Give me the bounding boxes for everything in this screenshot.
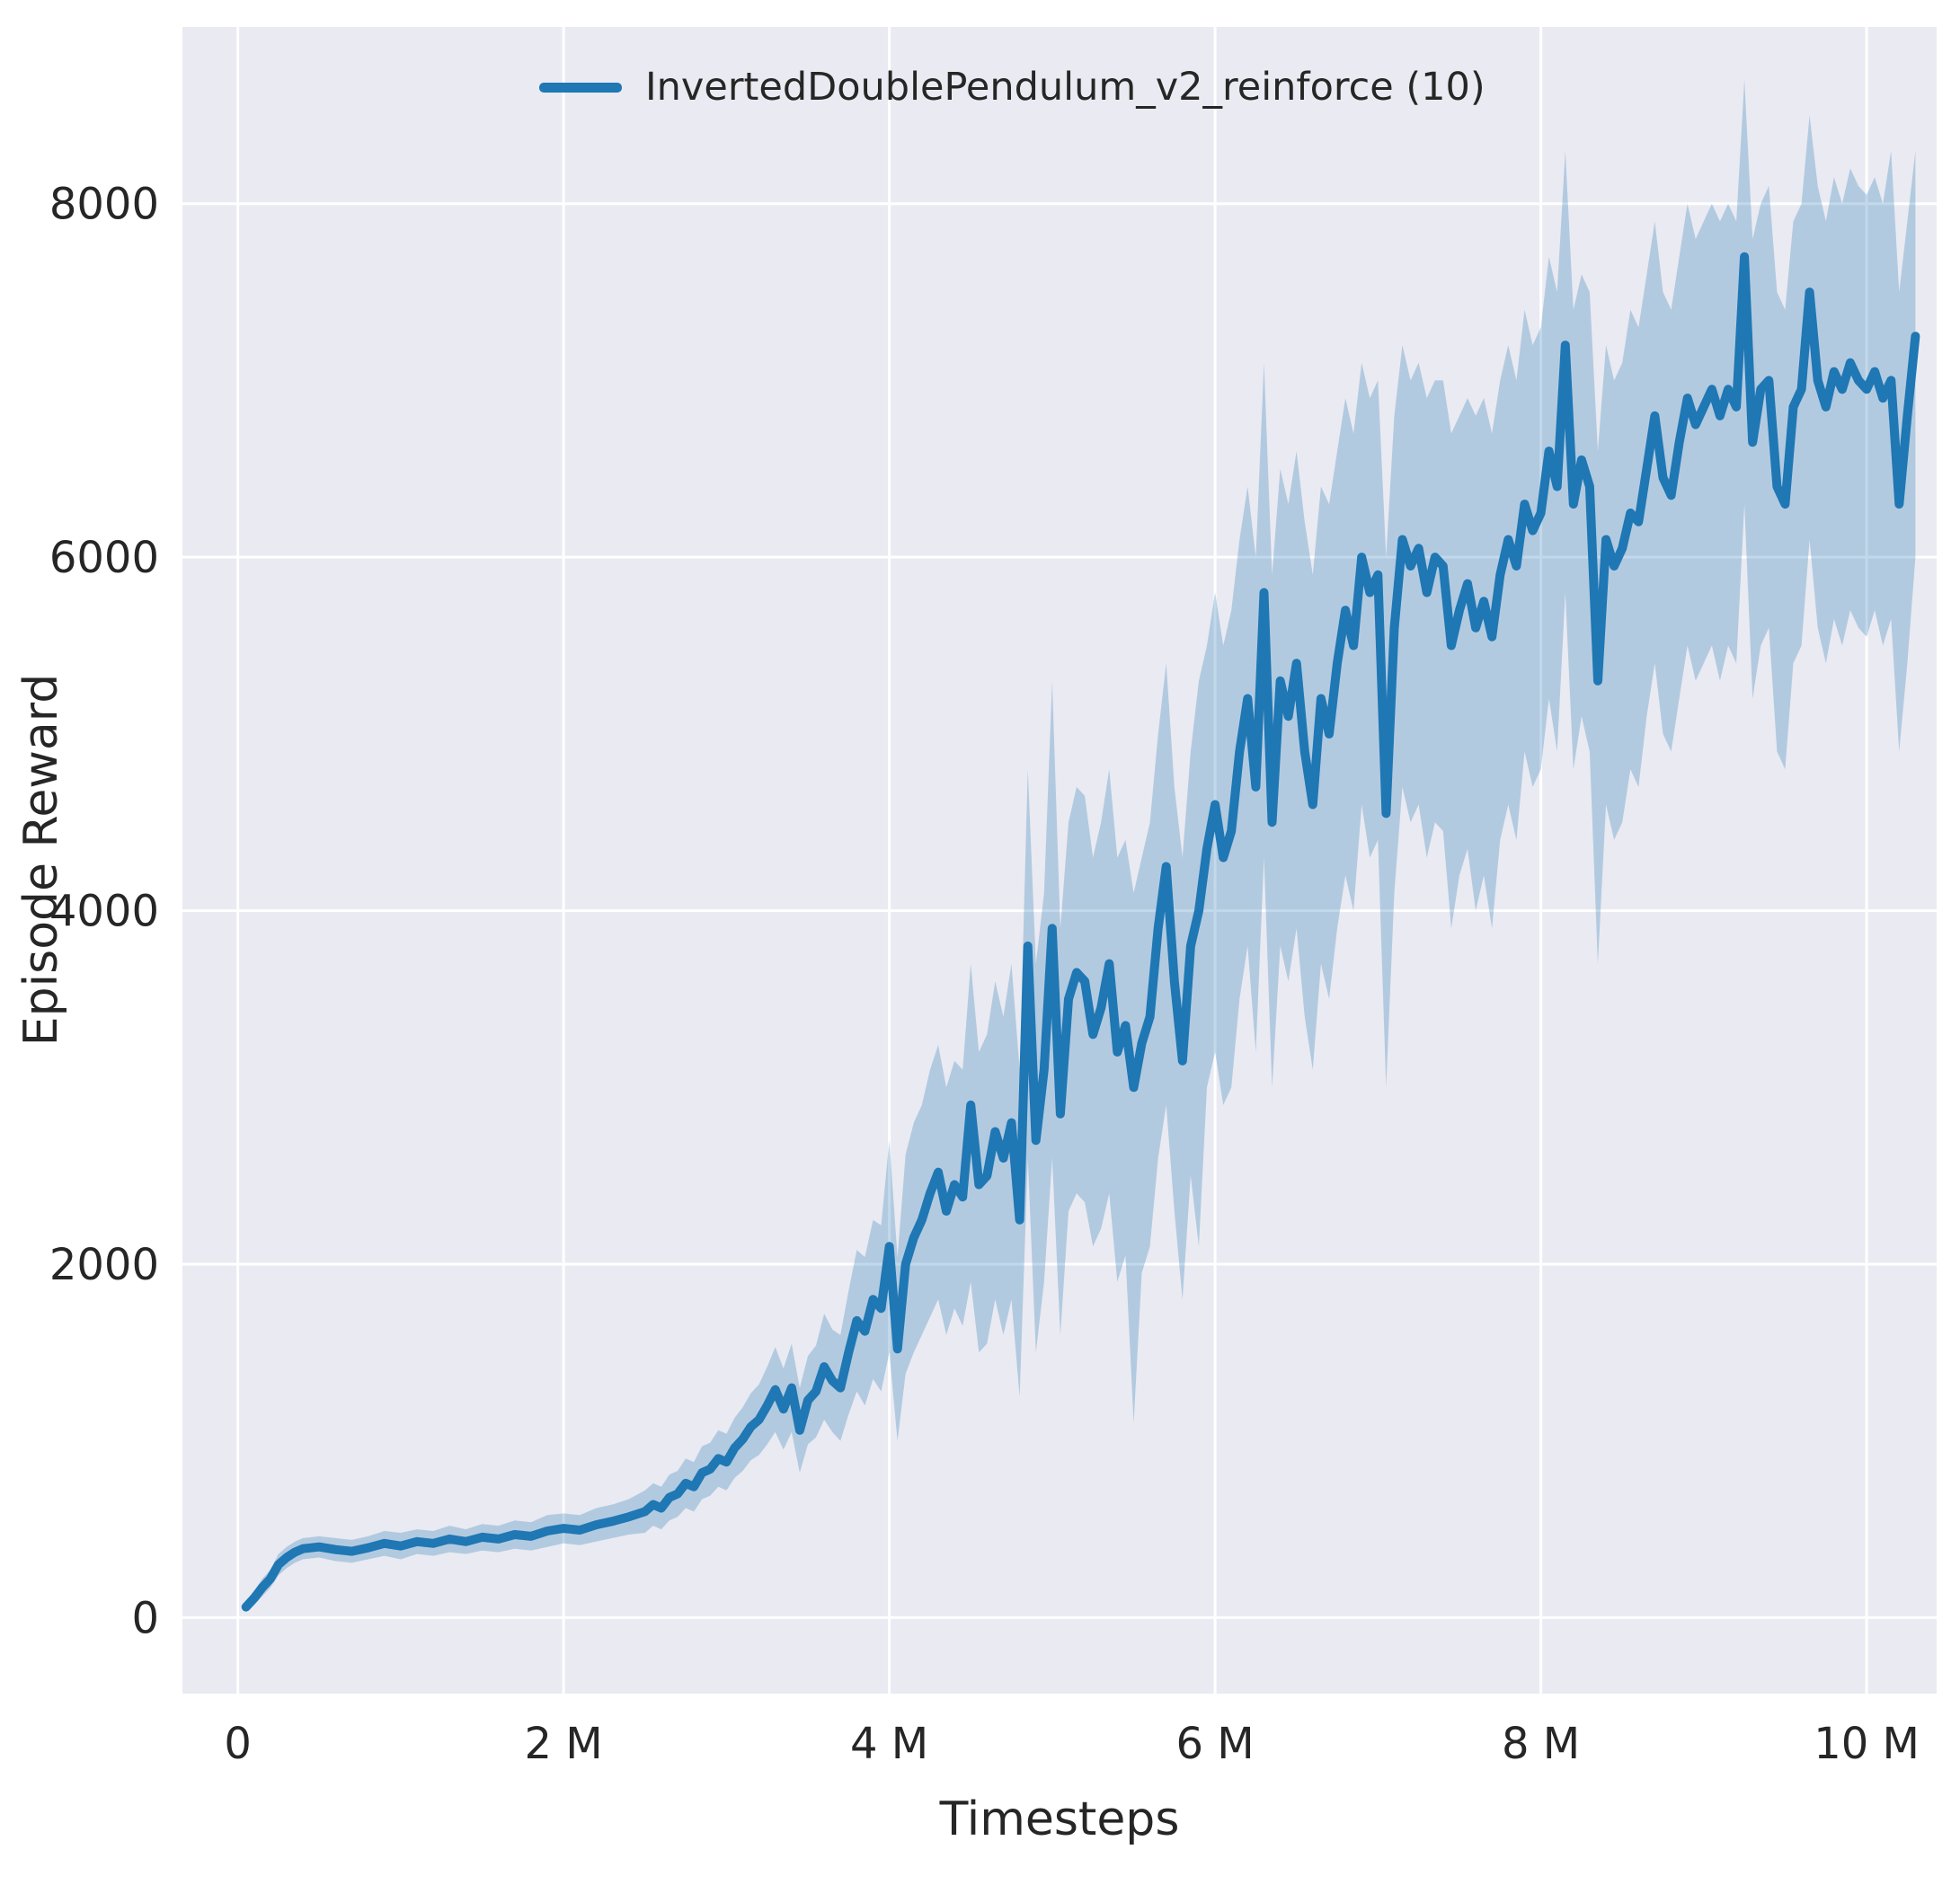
legend-line-swatch xyxy=(539,82,622,93)
gridlines xyxy=(182,27,1937,1694)
y-tick-label: 0 xyxy=(131,1593,159,1643)
y-tick-labels: 0 2000 4000 6000 8000 xyxy=(49,180,159,1644)
x-tick-labels: 0 2 M 4 M 6 M 8 M 10 M xyxy=(224,1719,1920,1769)
x-tick-label: 0 xyxy=(224,1719,252,1769)
plot-area xyxy=(182,27,1937,1694)
y-tick-label: 4000 xyxy=(49,887,159,937)
x-tick-label: 8 M xyxy=(1502,1719,1580,1769)
x-tick-label: 10 M xyxy=(1814,1719,1920,1769)
confidence-band xyxy=(245,80,1916,1613)
reward-line xyxy=(241,252,1920,1612)
y-tick-label: 6000 xyxy=(49,533,159,583)
y-axis-label: Episode Reward xyxy=(14,673,68,1047)
x-tick-label: 2 M xyxy=(525,1719,603,1769)
x-tick-label: 6 M xyxy=(1175,1719,1254,1769)
x-tick-label: 4 M xyxy=(850,1719,928,1769)
legend: InvertedDoublePendulum_v2_reinforce (10) xyxy=(539,65,1486,110)
y-tick-label: 8000 xyxy=(49,180,159,230)
legend-label: InvertedDoublePendulum_v2_reinforce (10) xyxy=(645,65,1486,110)
x-axis-label: Timesteps xyxy=(939,1792,1180,1846)
y-tick-label: 2000 xyxy=(49,1240,159,1290)
